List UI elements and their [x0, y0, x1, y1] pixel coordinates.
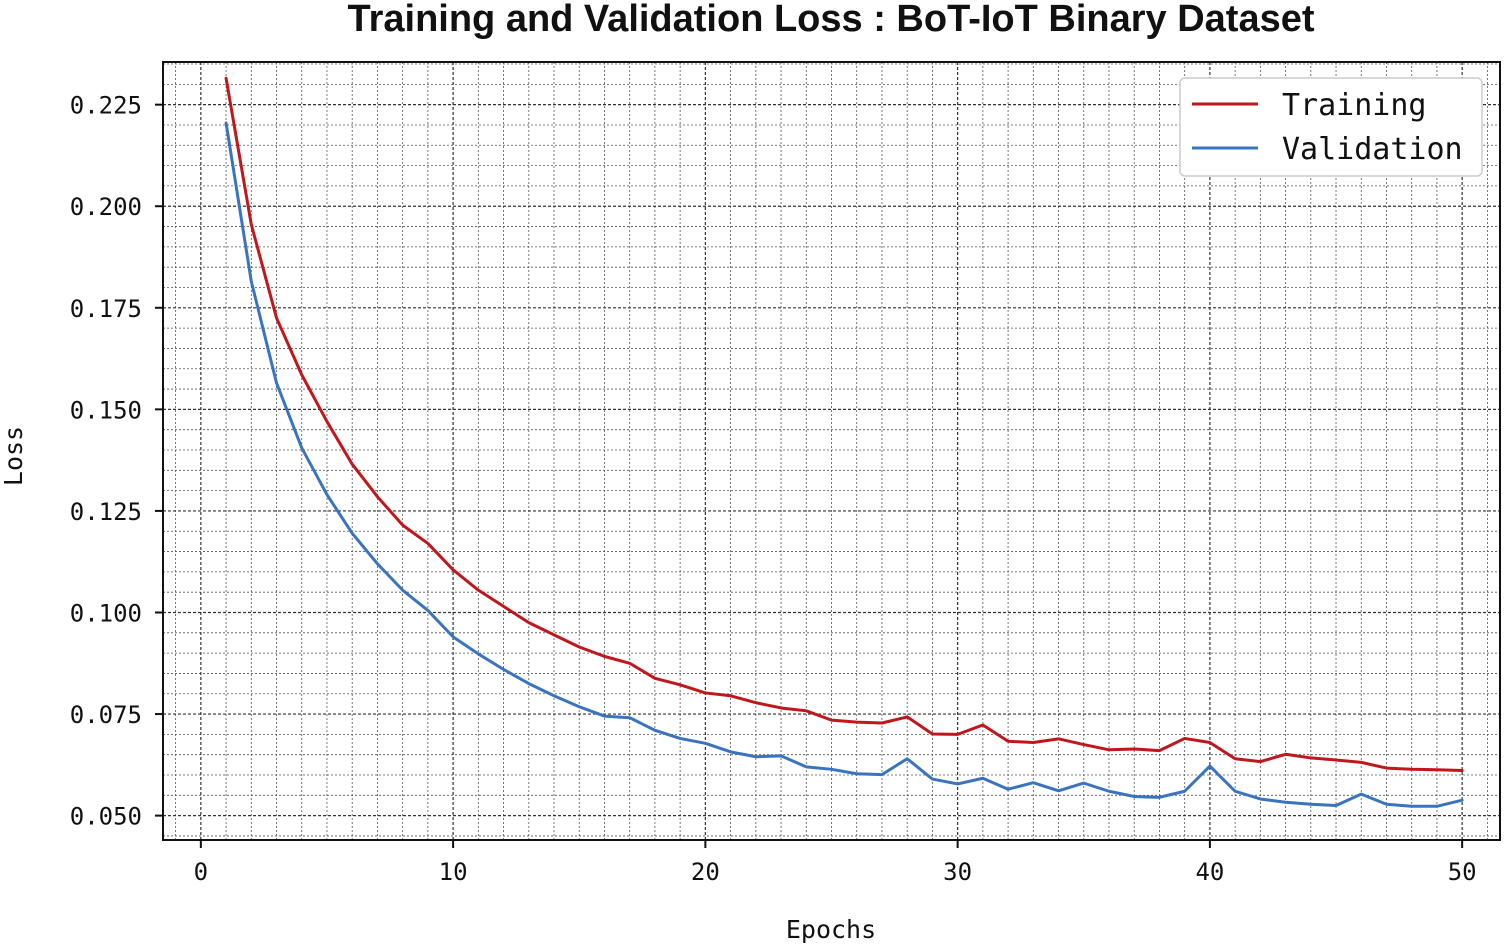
series-line-validation: [224, 121, 1464, 808]
legend-label-training: Training: [1282, 88, 1427, 123]
series-lines: [224, 76, 1464, 808]
x-axis-ticks: 0 10 20 30 40 50: [194, 840, 1477, 886]
y-tick-label: 0.175: [70, 295, 142, 323]
x-tick-label: 40: [1195, 858, 1224, 886]
y-tick-label: 0.150: [70, 396, 142, 424]
y-tick-label: 0.075: [70, 701, 142, 729]
legend: Training Validation: [1179, 77, 1483, 177]
y-axis-label: Loss: [0, 426, 28, 486]
y-tick-label: 0.050: [70, 803, 142, 831]
x-tick-label: 0: [194, 858, 208, 886]
x-tick-label: 20: [691, 858, 720, 886]
y-tick-label: 0.125: [70, 498, 142, 526]
plot-frame: [162, 61, 1501, 841]
y-tick-label: 0.200: [70, 193, 142, 221]
legend-label-validation: Validation: [1282, 132, 1463, 167]
y-axis-ticks: 0.050 0.075 0.100 0.125 0.150 0.175 0.200 0.225: [70, 92, 163, 831]
major-grid: [163, 62, 1500, 840]
series-line-training: [224, 76, 1464, 773]
x-tick-label: 50: [1448, 858, 1477, 886]
y-tick-label: 0.100: [70, 599, 142, 627]
chart-title: Training and Validation Loss : BoT-IoT B…: [347, 0, 1314, 40]
x-tick-label: 10: [439, 858, 468, 886]
x-axis-label: Epochs: [786, 915, 876, 944]
minor-grid: [163, 62, 1500, 840]
y-tick-label: 0.225: [70, 92, 142, 120]
x-tick-label: 30: [943, 858, 972, 886]
